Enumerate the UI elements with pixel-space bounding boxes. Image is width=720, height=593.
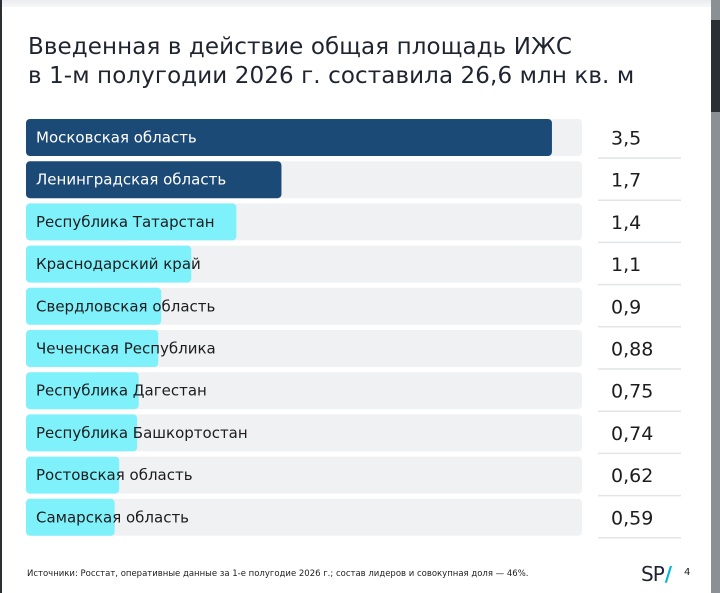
bar-category-label: Свердловская область bbox=[36, 297, 215, 315]
bar-category-label: Самарская область bbox=[36, 508, 189, 526]
bar-value-label: 0,59 bbox=[611, 507, 653, 529]
bar-value-label: 1,4 bbox=[611, 212, 641, 234]
bar bbox=[26, 456, 120, 494]
bar-category-label: Ростовская область bbox=[36, 466, 193, 484]
bar-category-label: Чеченская Республика bbox=[36, 340, 216, 358]
bar-value-label: 0,88 bbox=[611, 339, 653, 361]
bar bbox=[26, 161, 282, 199]
logo-slash: / bbox=[664, 562, 672, 586]
chart-title-line-1: Введенная в действие общая площадь ИЖС bbox=[28, 34, 573, 60]
bar-track bbox=[26, 414, 582, 452]
bar-value-label: 0,75 bbox=[611, 381, 653, 403]
bar bbox=[26, 287, 162, 325]
bar-category-label: Ленинградская область bbox=[36, 171, 226, 189]
bar-category-label: Республика Башкортостан bbox=[36, 424, 248, 442]
bar-value-label: 0,62 bbox=[611, 465, 653, 487]
bar bbox=[26, 498, 115, 536]
bar bbox=[26, 372, 139, 410]
bar bbox=[26, 414, 138, 452]
right-frame-accent bbox=[711, 20, 720, 112]
bar-track bbox=[26, 372, 582, 410]
bar-value-label: 3,5 bbox=[611, 128, 641, 150]
bar-track bbox=[26, 456, 582, 494]
bar-track bbox=[26, 498, 582, 536]
bar-category-label: Республика Татарстан bbox=[36, 213, 215, 231]
bar bbox=[26, 245, 192, 283]
bar bbox=[26, 203, 237, 241]
bar-value-label: 1,7 bbox=[611, 170, 641, 192]
bar-value-label: 1,1 bbox=[611, 254, 641, 276]
bar bbox=[26, 119, 552, 156]
source-footnote: Источники: Росстат, оперативные данные з… bbox=[27, 569, 529, 579]
chart-title: Введенная в действие общая площадь ИЖС в… bbox=[28, 33, 668, 91]
bar-category-label: Краснодарский край bbox=[36, 255, 201, 273]
chart-title-line-2: в 1-м полугодии 2026 г. составила 26,6 м… bbox=[28, 63, 635, 89]
right-frame-edge bbox=[711, 0, 720, 593]
top-frame-edge bbox=[0, 0, 720, 7]
bar-track bbox=[26, 330, 582, 367]
logo-text: SP bbox=[641, 562, 665, 586]
left-frame-edge bbox=[0, 0, 2, 593]
bar-value-label: 0,9 bbox=[611, 296, 641, 318]
brand-logo: SP/ bbox=[641, 562, 672, 586]
page-number: 4 bbox=[684, 567, 691, 578]
bar-category-label: Республика Дагестан bbox=[36, 382, 207, 400]
bar bbox=[26, 330, 159, 367]
bar-value-label: 0,74 bbox=[611, 423, 653, 445]
bar-track bbox=[26, 287, 582, 325]
bar-category-label: Московская область bbox=[36, 129, 197, 147]
